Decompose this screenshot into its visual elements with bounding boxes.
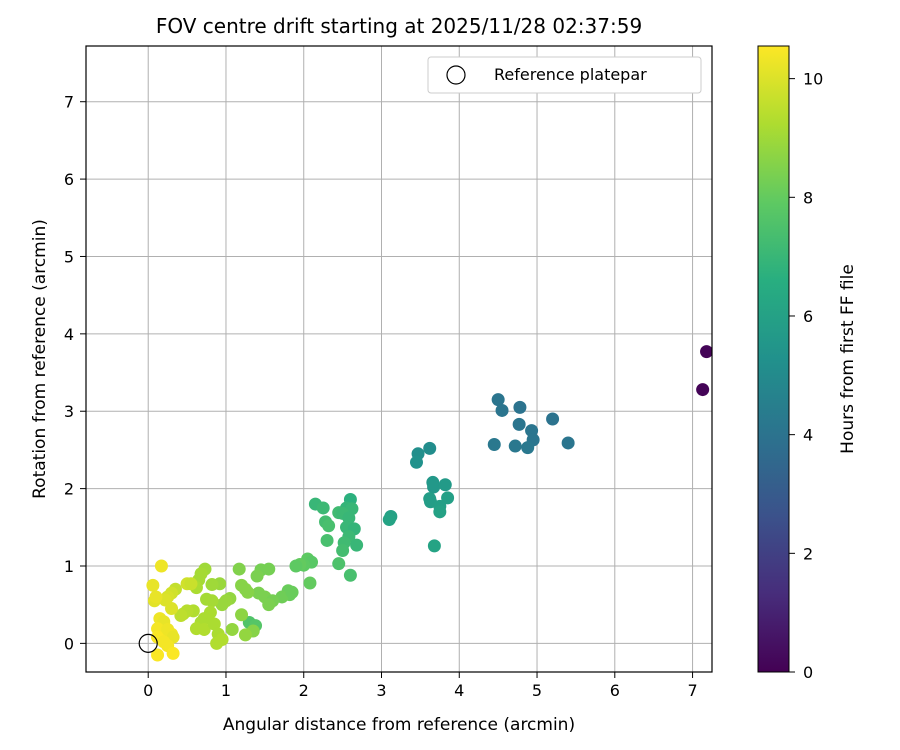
drift-point: [174, 609, 188, 623]
colorbar-ticks: 0 2 4 6 8 10: [789, 70, 823, 682]
y-tick-label: 5: [64, 247, 74, 266]
drift-point: [322, 519, 336, 533]
drift-point: [427, 480, 441, 494]
drift-point: [512, 417, 526, 431]
drift-point: [508, 439, 522, 453]
legend-box: [427, 56, 702, 94]
colorbar-tick-label: 8: [803, 188, 813, 207]
drift-point: [438, 478, 452, 492]
drift-point: [165, 602, 179, 616]
drift-point: [561, 436, 575, 450]
x-tick-label: 7: [687, 681, 697, 700]
drift-point: [696, 383, 710, 397]
colorbar-tick-label: 6: [803, 307, 813, 326]
y-tick-label: 2: [64, 480, 74, 499]
x-tick-label: 6: [610, 681, 620, 700]
colorbar-tick-label: 10: [803, 70, 823, 89]
drift-point: [350, 538, 364, 552]
drift-point: [423, 441, 437, 455]
drift-point: [316, 501, 330, 515]
legend: Reference platepar: [427, 56, 702, 94]
y-tick-label: 4: [64, 325, 74, 344]
drift-point: [521, 441, 535, 455]
drift-point: [241, 585, 255, 599]
colorbar-tick-label: 4: [803, 426, 813, 445]
drift-point: [332, 557, 346, 571]
drift-point: [303, 576, 317, 590]
y-tick-label: 3: [64, 402, 74, 421]
drift-point: [546, 412, 560, 426]
x-tick-label: 2: [299, 681, 309, 700]
plot-frame: [85, 45, 713, 673]
reference-platepar-marker: [138, 633, 158, 653]
colorbar: 0 2 4 6 8 10 Hours from first FF file: [757, 45, 858, 682]
colorbar-gradient: [757, 45, 790, 673]
y-tick-label: 7: [64, 93, 74, 112]
x-tick-label: 1: [221, 681, 231, 700]
drift-point: [166, 646, 180, 660]
drift-point: [513, 400, 527, 414]
drift-point: [197, 622, 211, 636]
data-points: [146, 345, 712, 662]
drift-point: [320, 533, 334, 547]
drift-point: [289, 559, 303, 573]
drift-point: [250, 569, 264, 583]
drift-point: [262, 562, 276, 576]
drift-point: [487, 438, 501, 452]
drift-point: [285, 585, 299, 599]
y-tick-label: 6: [64, 170, 74, 189]
x-tick-label: 4: [454, 681, 464, 700]
legend-label: Reference platepar: [494, 65, 647, 84]
x-tick-label: 0: [143, 681, 153, 700]
drift-point: [238, 628, 252, 642]
grid-lines: [86, 46, 712, 672]
drift-point: [149, 590, 163, 604]
x-tick-label: 5: [532, 681, 542, 700]
drift-point: [205, 578, 219, 592]
x-axis-label: Angular distance from reference (arcmin): [223, 715, 575, 735]
colorbar-tick-label: 2: [803, 544, 813, 563]
y-tick-label: 1: [64, 557, 74, 576]
colorbar-label: Hours from first FF file: [838, 264, 858, 454]
drift-point: [382, 513, 396, 527]
drift-point: [205, 594, 219, 608]
chart-title: FOV centre drift starting at 2025/11/28 …: [156, 14, 642, 38]
y-axis-ticks: 0 1 2 3 4 5 6 7: [64, 93, 86, 653]
drift-point: [151, 648, 165, 662]
drift-point: [225, 622, 239, 636]
drift-point: [336, 544, 350, 558]
drift-point: [262, 598, 276, 612]
drift-point: [184, 577, 198, 591]
drift-point: [210, 636, 224, 650]
legend-reference-icon: [446, 65, 466, 85]
x-tick-label: 3: [376, 681, 386, 700]
drift-point: [495, 403, 509, 417]
drift-point: [235, 608, 249, 622]
drift-point: [491, 393, 505, 407]
y-axis-label: Rotation from reference (arcmin): [30, 219, 50, 499]
drift-point: [427, 539, 441, 553]
drift-point: [215, 598, 229, 612]
drift-point: [409, 455, 423, 469]
drift-point: [343, 568, 357, 582]
drift-point: [441, 491, 455, 505]
drift-point: [433, 505, 447, 519]
colorbar-tick-label: 0: [803, 663, 813, 682]
drift-point: [146, 578, 160, 592]
drift-point: [700, 345, 712, 359]
drift-point: [232, 562, 246, 576]
drift-point: [154, 559, 168, 573]
y-tick-label: 0: [64, 634, 74, 653]
drift-point: [207, 617, 221, 631]
x-axis-ticks: 0 1 2 3 4 5 6 7: [143, 672, 698, 700]
